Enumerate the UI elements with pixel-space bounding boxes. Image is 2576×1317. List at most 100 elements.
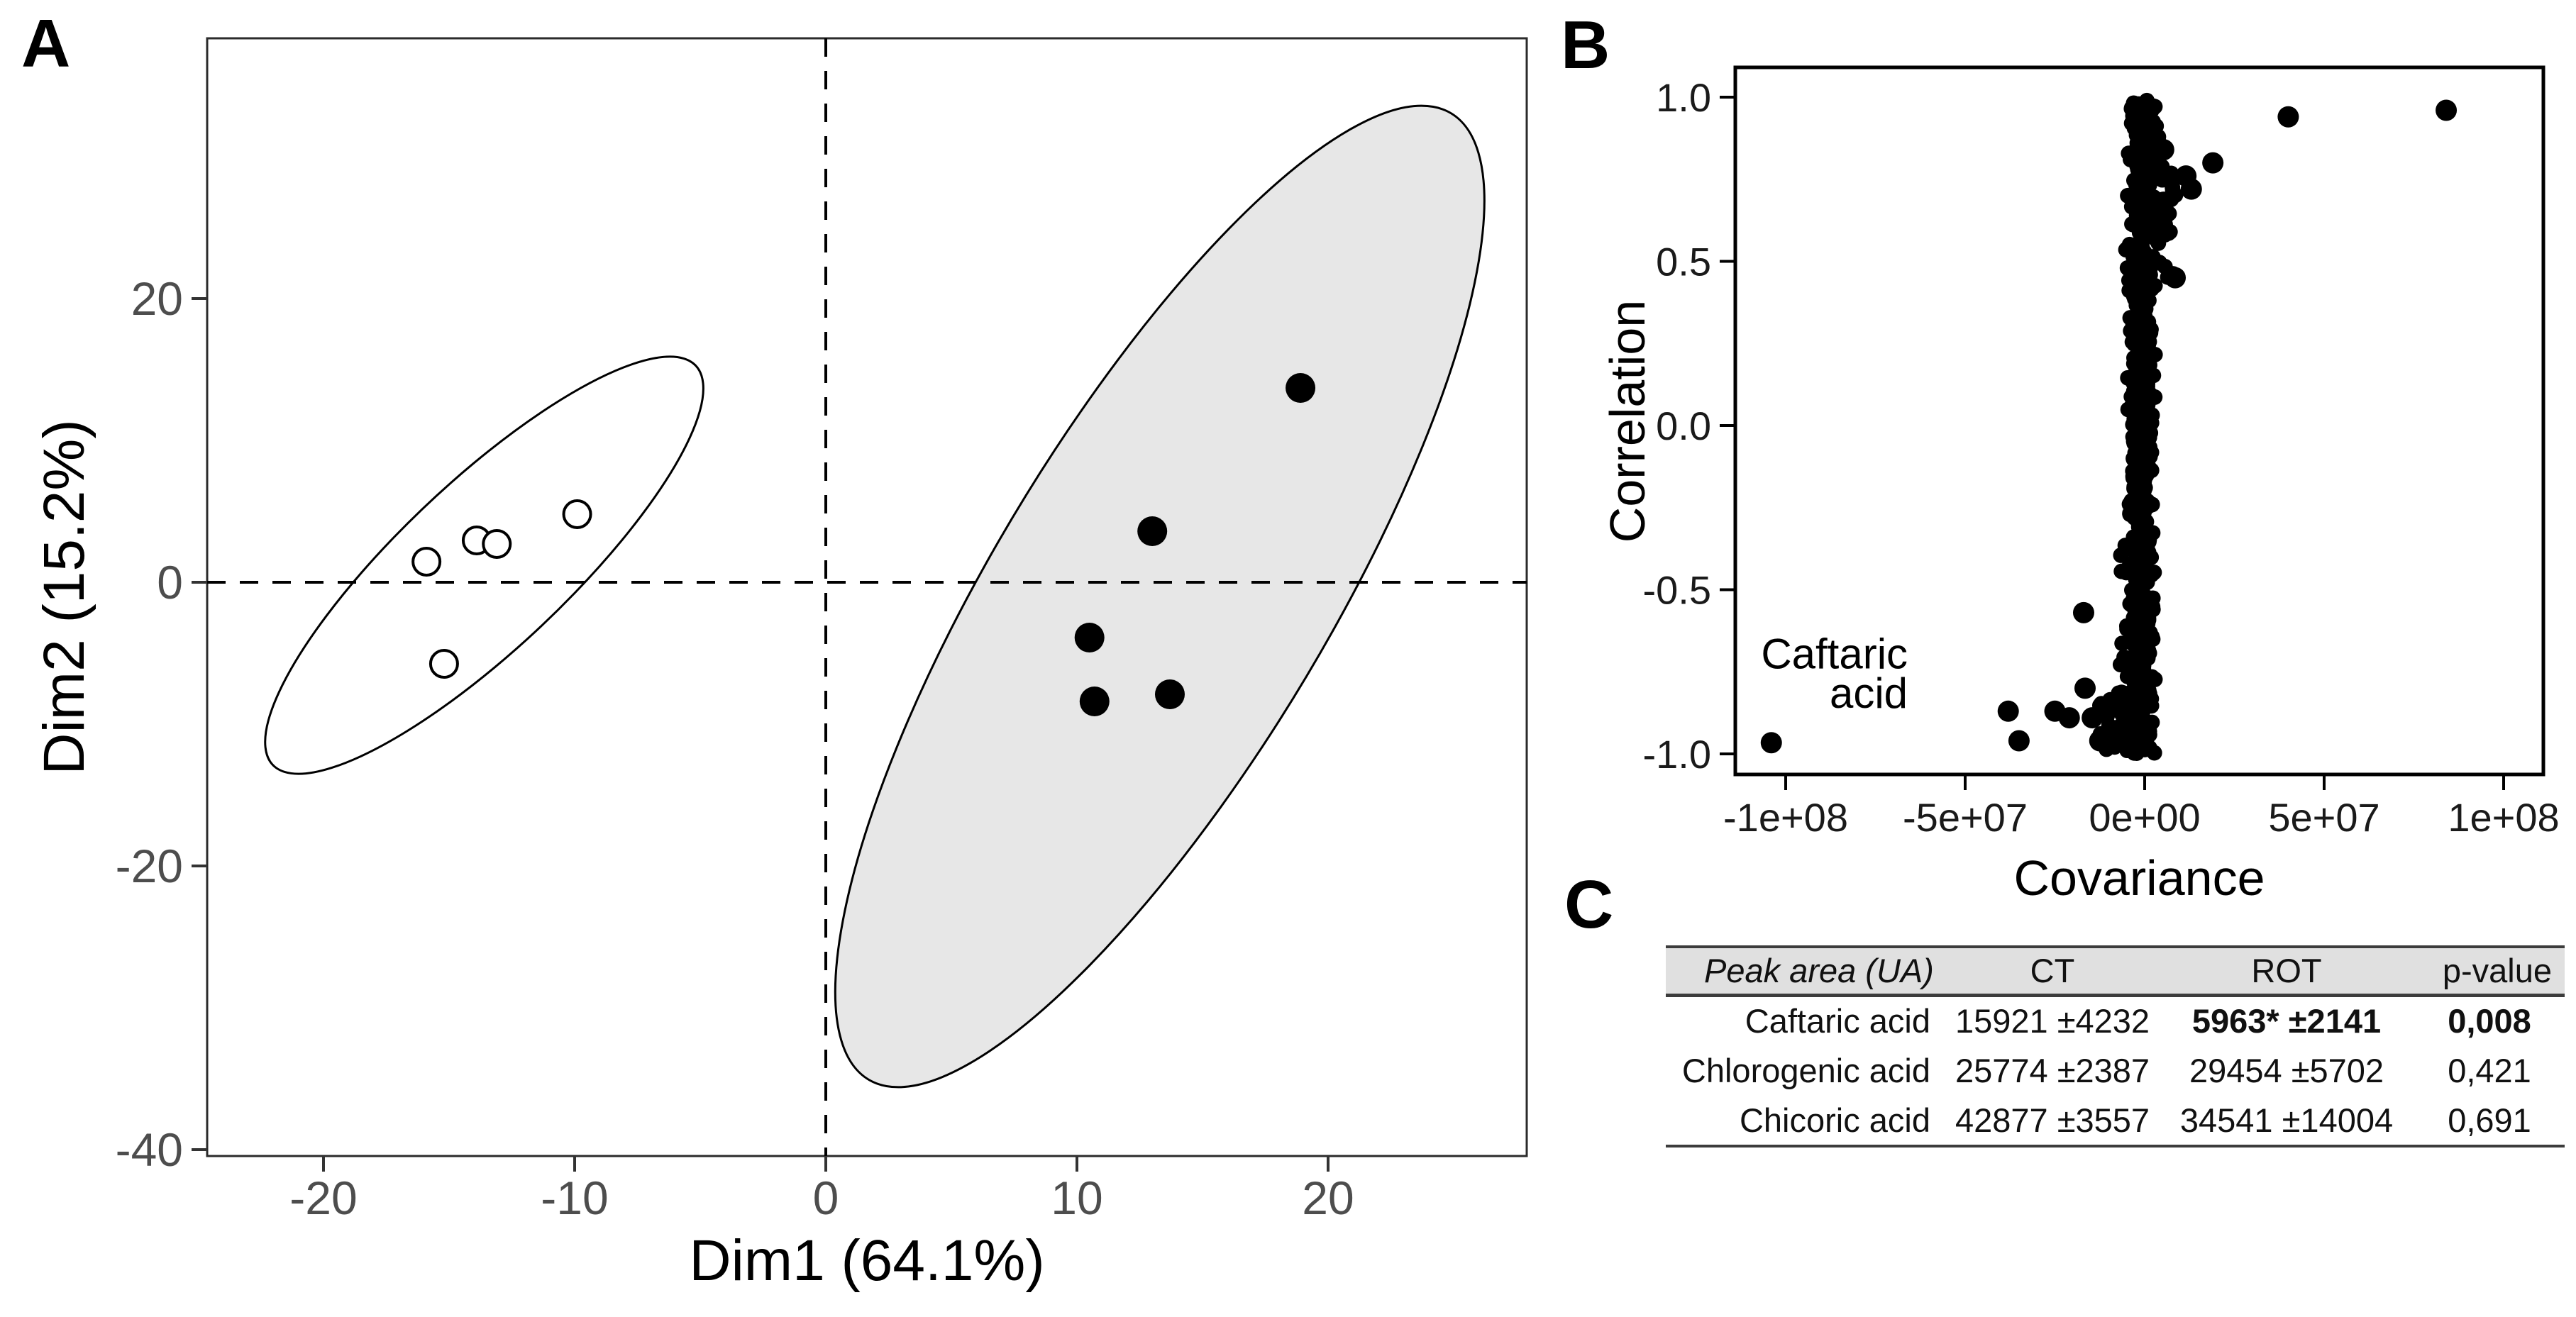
panel-a-plot: -20 -10 0 10 20 20 0 -20 -40 Dim1 (64.1%) Dim2 (15…	[32, 37, 1608, 1293]
table-cell: 0,691	[2448, 1101, 2531, 1139]
band-point	[2126, 433, 2142, 450]
band-point	[2127, 542, 2143, 558]
caftaric-acid-annotation-line1: Caftaric	[1761, 630, 1908, 678]
table-row: Chlorogenic acid 25774 ±2387 29454 ±5702 0,…	[1666, 1045, 2565, 1096]
x-tick-label: 0	[813, 1172, 839, 1224]
data-point	[411, 547, 442, 577]
band-point	[2134, 704, 2150, 720]
panel-b-x-axis-title: Covariance	[2013, 850, 2265, 906]
band-point	[2119, 621, 2135, 637]
band-point	[2162, 223, 2178, 240]
x-tick-label: -20	[289, 1172, 357, 1224]
panel-a-letter: A	[21, 6, 71, 82]
band-point	[2142, 448, 2158, 465]
panel-b-letter: B	[1561, 7, 1610, 83]
data-point	[2202, 152, 2224, 174]
band-point	[2121, 236, 2138, 252]
band-point	[2134, 291, 2150, 308]
x-tick-label: -1e+08	[1723, 795, 1848, 840]
band-point	[2147, 347, 2163, 363]
table-row: Chicoric acid 42877 ±3557 34541 ±14004 0,69…	[1666, 1096, 2565, 1146]
data-point	[2072, 601, 2094, 623]
band-point	[2123, 634, 2139, 650]
table-cell: Chicoric acid	[1739, 1101, 1930, 1139]
data-point	[1154, 679, 1185, 709]
band-point	[2135, 574, 2151, 590]
band-point	[2128, 669, 2144, 685]
data-point	[2152, 191, 2174, 213]
band-point	[2129, 309, 2145, 325]
band-point	[2138, 612, 2154, 628]
data-point	[2082, 707, 2104, 729]
band-point	[2123, 597, 2140, 613]
data-point	[2152, 139, 2174, 161]
data-point	[1079, 687, 1110, 716]
table-cell: Caftaric acid	[1745, 1002, 1930, 1040]
y-tick-label: -1.0	[1643, 732, 1712, 777]
band-point	[2137, 496, 2153, 513]
x-tick-label: -10	[541, 1172, 608, 1224]
y-tick-label: 0.5	[1656, 240, 1711, 284]
y-tick-label: 1.0	[1656, 75, 1711, 120]
band-point	[2151, 255, 2167, 271]
data-point	[2277, 106, 2299, 128]
x-tick-label: 10	[1051, 1172, 1102, 1224]
band-point	[2133, 738, 2149, 754]
table-column-header-2: CT	[1946, 947, 2159, 995]
table-cell: 25774 ±2387	[1955, 1052, 2150, 1089]
y-tick-label: -20	[116, 840, 183, 892]
outlier-points	[1760, 99, 2458, 755]
panel-c-letter: C	[1564, 867, 1614, 943]
panel-a-y-axis-title: Dim2 (15.2%)	[32, 419, 96, 774]
y-tick-label: 20	[131, 272, 183, 325]
x-tick-label: 20	[1302, 1172, 1354, 1224]
data-point	[562, 499, 592, 529]
panel-a-x-axis-title: Dim1 (64.1%)	[689, 1228, 1044, 1293]
data-point	[2106, 690, 2128, 712]
table-cell: Chlorogenic acid	[1681, 1052, 1930, 1089]
x-tick-label: 1e+08	[2448, 795, 2559, 840]
band-point	[2142, 277, 2158, 294]
table-header: Peak area (UA) CT ROT p-value	[1666, 947, 2565, 995]
confidence-ellipse-filled-circles	[712, 76, 1608, 1118]
table-column-header-4: p-value	[2414, 947, 2565, 995]
caftaric-acid-annotation-line2: acid	[1830, 669, 1908, 717]
data-point	[1137, 516, 1168, 546]
band-point	[2123, 389, 2140, 405]
band-point	[2137, 121, 2153, 137]
band-point	[2155, 165, 2172, 181]
data-point	[1760, 732, 1782, 754]
table-header-row: Peak area (UA) CT ROT p-value	[1666, 947, 2565, 995]
data-point	[2089, 730, 2111, 752]
peak-area-table-container: Peak area (UA) CT ROT p-value Caftaric acid…	[1666, 945, 2565, 1146]
table-cell: 29454 ±5702	[2189, 1052, 2384, 1089]
band-point	[2137, 334, 2153, 350]
data-point	[2436, 99, 2458, 121]
band-point	[2140, 320, 2156, 336]
data-point	[2058, 707, 2080, 729]
data-point	[2165, 267, 2187, 289]
y-tick-label: 0.0	[1656, 404, 1711, 448]
band-point	[2128, 177, 2144, 193]
group-filled-circles	[1074, 373, 1316, 716]
data-point	[2074, 677, 2096, 699]
x-tick-label: 0e+00	[2089, 795, 2200, 840]
table-cell: 5963* ±2141	[2191, 1002, 2382, 1040]
x-tick-label: -5e+07	[1903, 795, 2028, 840]
band-point	[2147, 671, 2163, 687]
data-point	[2008, 730, 2030, 752]
data-point	[1286, 373, 1316, 403]
data-point	[2175, 165, 2197, 187]
table-column-header-1: Peak area (UA)	[1666, 947, 1946, 995]
band-point	[2125, 470, 2141, 487]
band-point	[2131, 351, 2147, 367]
panel-b-y-axis-title: Correlation	[1600, 300, 1655, 543]
data-point	[1997, 700, 2019, 722]
y-tick-label: -0.5	[1643, 568, 1712, 613]
table-cell: 34541 ±14004	[2179, 1101, 2394, 1139]
x-tick-label: 5e+07	[2268, 795, 2379, 840]
band-point	[2137, 461, 2153, 477]
group-open-circles	[411, 499, 592, 679]
